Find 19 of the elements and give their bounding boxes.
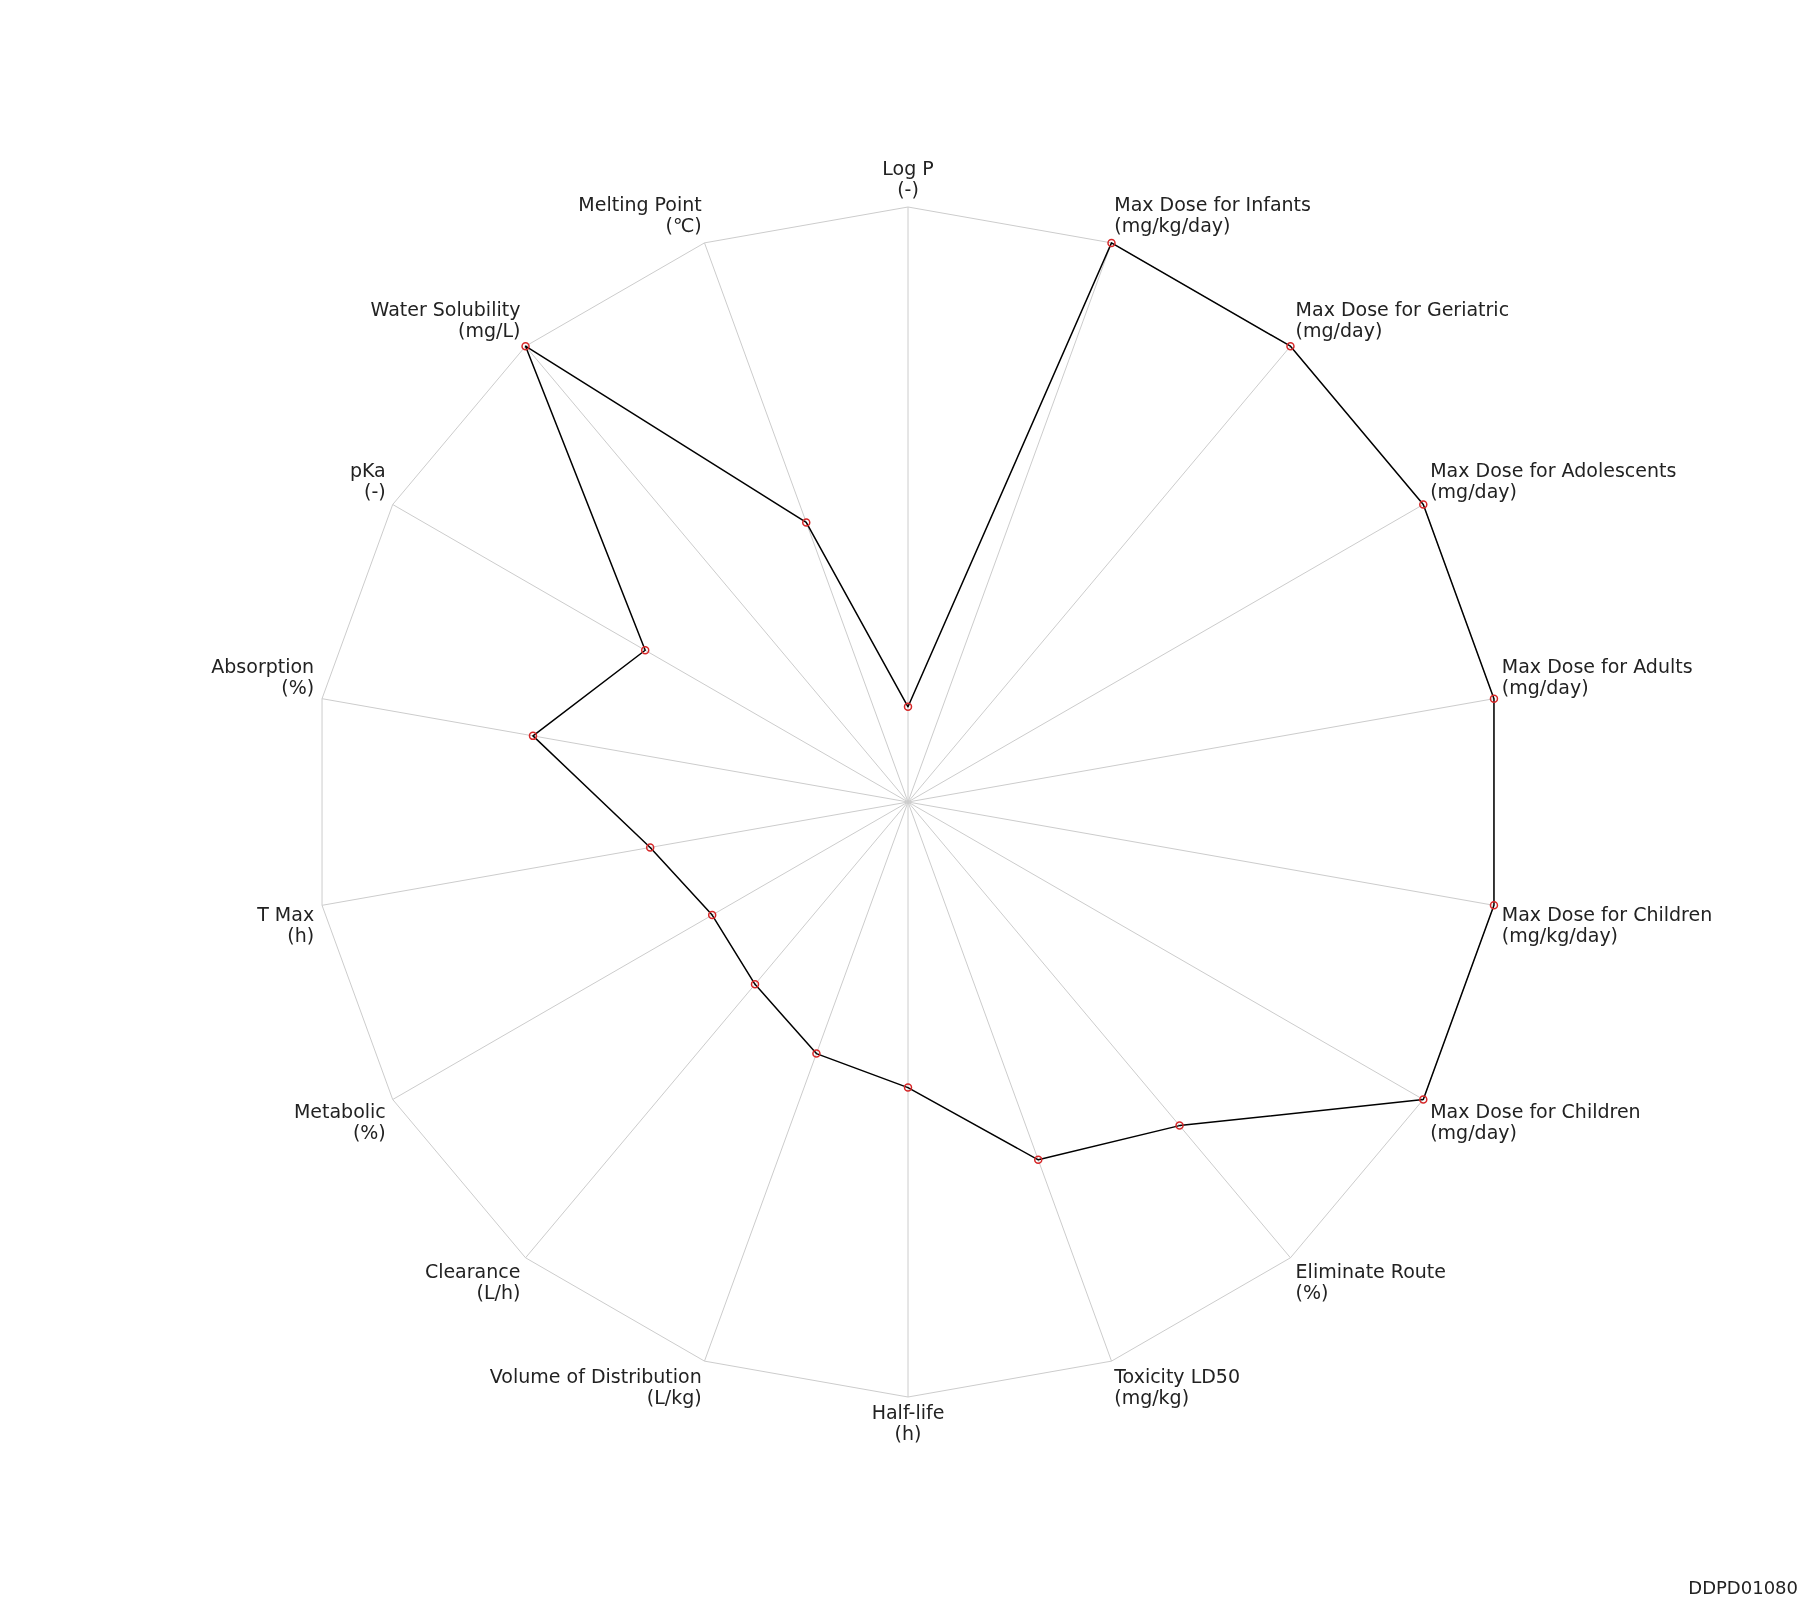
spoke-label: Water Solubility (mg/L) xyxy=(370,298,521,342)
spoke-label: Volume of Distribution (L/kg) xyxy=(489,1364,702,1408)
spoke-label: Melting Point (℃) xyxy=(578,193,702,237)
spoke-label: Eliminate Route (%) xyxy=(1295,1259,1446,1303)
spoke-label: Max Dose for Children (mg/kg/day) xyxy=(1501,902,1713,946)
text: DDPD01080 xyxy=(1688,1577,1798,1598)
spoke-label: Metabolic (%) xyxy=(293,1099,386,1143)
spoke-label: Max Dose for Infants (mg/kg/day) xyxy=(1114,193,1311,237)
spoke-label: Clearance (L/h) xyxy=(424,1259,521,1303)
spoke-label: Toxicity LD50 (mg/kg) xyxy=(1113,1364,1241,1408)
spoke-label: Log P (-) xyxy=(882,157,934,200)
spoke-label: Max Dose for Adults (mg/day) xyxy=(1501,655,1693,699)
spoke-label: pKa (-) xyxy=(349,458,386,502)
spoke-label: Max Dose for Adolescents (mg/day) xyxy=(1430,458,1677,502)
spoke-label: Absorption (%) xyxy=(211,655,315,699)
spoke-label: Half-life (h) xyxy=(871,1401,945,1444)
spoke-label: Max Dose for Geriatric (mg/day) xyxy=(1295,298,1510,342)
spoke-label: Max Dose for Children (mg/day) xyxy=(1430,1099,1641,1143)
spoke-label: T Max (h) xyxy=(256,902,315,946)
